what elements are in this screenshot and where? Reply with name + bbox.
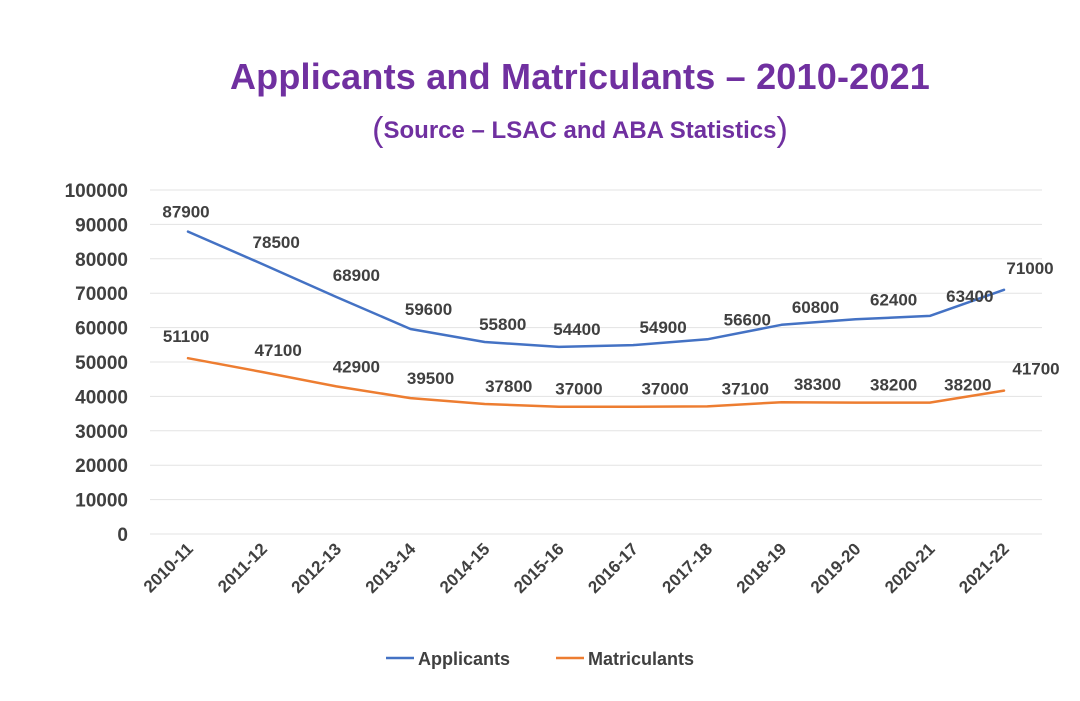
x-tick-label: 2018-19 xyxy=(733,539,791,597)
x-tick-label: 2012-13 xyxy=(288,539,346,597)
subtitle-open-paren: ( xyxy=(372,111,384,149)
data-label-matriculants: 47100 xyxy=(255,341,302,360)
x-tick-label: 2021-22 xyxy=(955,539,1013,597)
y-tick-label: 0 xyxy=(117,525,128,546)
series-line-applicants xyxy=(186,230,1006,349)
data-label-matriculants: 37000 xyxy=(641,380,688,399)
y-tick-label: 40000 xyxy=(75,387,128,408)
data-label-applicants: 56600 xyxy=(724,310,771,329)
data-label-matriculants: 51100 xyxy=(163,327,209,346)
y-tick-label: 70000 xyxy=(75,284,128,305)
data-label-applicants: 68900 xyxy=(333,266,380,285)
x-tick-label: 2020-21 xyxy=(881,539,939,597)
x-tick-label: 2017-18 xyxy=(659,539,717,597)
data-label-matriculants: 38200 xyxy=(944,376,991,395)
data-label-applicants: 62400 xyxy=(870,290,917,309)
legend-label-applicants: Applicants xyxy=(418,649,510,669)
data-label-matriculants: 38200 xyxy=(870,376,917,395)
y-tick-label: 80000 xyxy=(75,250,128,271)
chart-subtitle: (Source – LSAC and ABA Statistics) xyxy=(0,108,1080,149)
data-label-applicants: 78500 xyxy=(253,233,300,252)
data-label-matriculants: 37100 xyxy=(722,379,769,398)
x-tick-label: 2011-12 xyxy=(214,539,271,596)
x-tick-label: 2014-15 xyxy=(436,539,494,597)
data-label-matriculants: 41700 xyxy=(1012,360,1059,379)
data-label-matriculants: 37000 xyxy=(555,380,602,399)
y-tick-label: 100000 xyxy=(65,181,128,202)
data-label-applicants: 54400 xyxy=(553,320,600,339)
data-label-matriculants: 37800 xyxy=(485,377,532,396)
x-tick-label: 2013-14 xyxy=(362,539,420,597)
series-line-matriculants xyxy=(186,356,1006,408)
data-label-applicants: 59600 xyxy=(405,300,452,319)
data-label-applicants: 60800 xyxy=(792,298,839,317)
data-label-applicants: 87900 xyxy=(162,203,209,222)
x-tick-label: 2019-20 xyxy=(807,539,865,597)
y-tick-label: 90000 xyxy=(75,215,128,236)
subtitle-close-paren: ) xyxy=(776,111,788,149)
y-tick-label: 30000 xyxy=(75,422,128,443)
subtitle-text: Source – LSAC and ABA Statistics xyxy=(383,117,777,144)
data-label-applicants: 55800 xyxy=(479,315,526,334)
data-label-matriculants: 38300 xyxy=(794,375,841,394)
data-label-applicants: 71000 xyxy=(1006,259,1053,278)
data-label-applicants: 54900 xyxy=(639,318,686,337)
chart-title: Applicants and Matriculants – 2010-2021 xyxy=(229,56,931,97)
data-label-matriculants: 39500 xyxy=(407,369,454,388)
x-tick-label: 2010-11 xyxy=(140,539,197,596)
x-tick-label: 2016-17 xyxy=(584,539,642,597)
legend-label-matriculants: Matriculants xyxy=(588,649,694,669)
data-label-matriculants: 42900 xyxy=(333,357,380,376)
y-tick-label: 10000 xyxy=(75,491,128,512)
data-label-applicants: 63400 xyxy=(946,287,993,306)
y-tick-label: 60000 xyxy=(75,319,128,340)
y-tick-label: 20000 xyxy=(75,456,128,477)
y-tick-label: 50000 xyxy=(75,353,128,374)
x-tick-label: 2015-16 xyxy=(510,539,568,597)
